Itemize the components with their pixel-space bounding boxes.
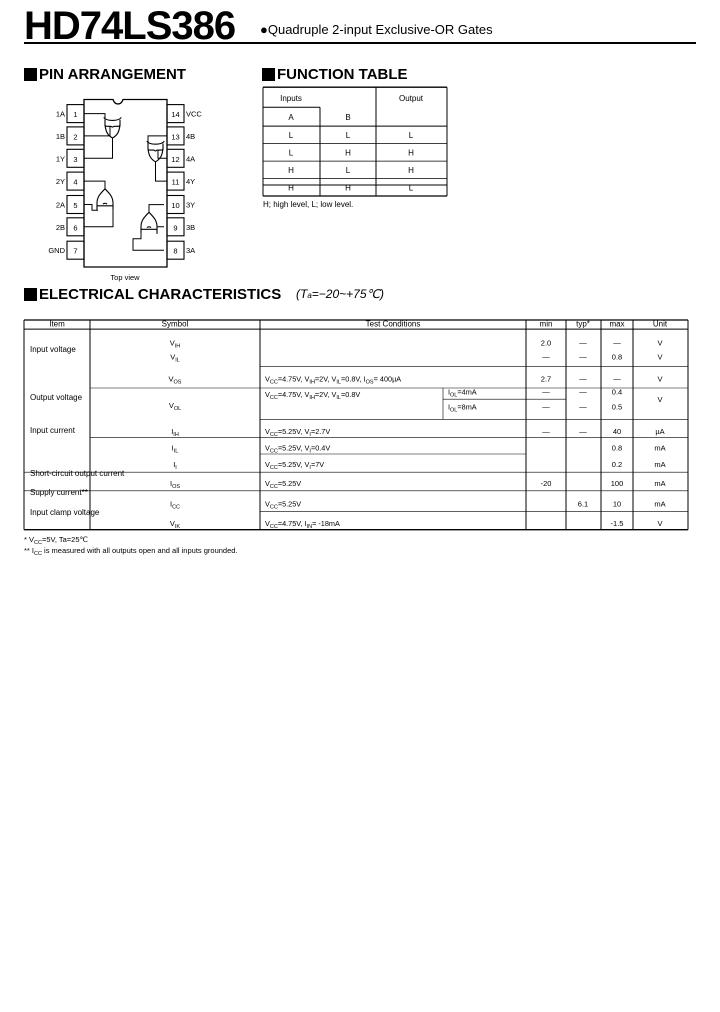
svg-text:Input current: Input current: [30, 426, 76, 435]
svg-text:Short-circuit output current: Short-circuit output current: [30, 469, 125, 478]
svg-text:VCC=5.25V: VCC=5.25V: [265, 479, 301, 490]
svg-text:100: 100: [611, 479, 624, 488]
svg-text:VCC=5.25V: VCC=5.25V: [265, 500, 301, 511]
svg-text:VIH: VIH: [170, 339, 181, 350]
svg-text:40: 40: [613, 427, 621, 436]
svg-text:Input clamp voltage: Input clamp voltage: [30, 508, 100, 517]
svg-text:10: 10: [613, 500, 621, 509]
svg-text:VCC=4.75V, VIH=2V, VIL=0.8V: VCC=4.75V, VIH=2V, VIL=0.8V: [265, 390, 360, 401]
svg-text:Output voltage: Output voltage: [30, 393, 83, 402]
svg-text:Input voltage: Input voltage: [30, 345, 76, 354]
svg-text:-20: -20: [541, 479, 552, 488]
svg-text:V: V: [657, 375, 662, 384]
svg-text:—: —: [542, 427, 550, 436]
svg-text:V: V: [657, 339, 662, 348]
svg-text:2.0: 2.0: [541, 339, 551, 348]
svg-text:mA: mA: [654, 460, 665, 469]
svg-text:VIK: VIK: [170, 519, 181, 530]
svg-text:IOL=8mA: IOL=8mA: [448, 403, 477, 414]
svg-text:—: —: [542, 403, 550, 412]
svg-text:Supply current**: Supply current**: [30, 488, 88, 497]
svg-text:VCC=4.75V, VIH=2V, VIL=0.8V,: VCC=4.75V, VIH=2V, VIL=0.8V, IOS= 400µA: [265, 375, 401, 386]
svg-text:—: —: [579, 339, 587, 348]
svg-text:0.2: 0.2: [612, 460, 622, 469]
svg-text:VOL: VOL: [169, 401, 181, 412]
svg-text:II: II: [173, 460, 177, 471]
svg-text:V: V: [657, 395, 662, 404]
svg-text:* VCC=5V, Ta=25℃: * VCC=5V, Ta=25℃: [24, 535, 89, 546]
svg-text:min: min: [540, 320, 553, 329]
svg-text:6.1: 6.1: [578, 500, 588, 509]
svg-text:VCC=5.25V, VI=0.4V: VCC=5.25V, VI=0.4V: [265, 444, 330, 455]
svg-text:IOL=4mA: IOL=4mA: [448, 388, 477, 399]
svg-text:V: V: [657, 519, 662, 528]
svg-text:Test Conditions: Test Conditions: [366, 320, 421, 329]
svg-text:0.4: 0.4: [612, 388, 622, 397]
svg-text:VCC=4.75V, IIN= -18mA: VCC=4.75V, IIN= -18mA: [265, 519, 340, 530]
svg-text:0.8: 0.8: [612, 353, 622, 362]
svg-text:Item: Item: [49, 320, 65, 329]
svg-text:-1.5: -1.5: [611, 519, 624, 528]
svg-text:IOS: IOS: [170, 479, 180, 490]
svg-text:VOS: VOS: [169, 375, 182, 386]
svg-text:0.5: 0.5: [612, 403, 622, 412]
svg-text:Unit: Unit: [653, 320, 668, 329]
svg-text:mA: mA: [654, 479, 665, 488]
svg-text:—: —: [613, 375, 621, 384]
svg-text:2.7: 2.7: [541, 375, 551, 384]
svg-text:—: —: [579, 388, 587, 397]
svg-text:0.8: 0.8: [612, 444, 622, 453]
svg-text:—: —: [542, 388, 550, 397]
svg-text:—: —: [542, 353, 550, 362]
svg-text:—: —: [579, 375, 587, 384]
svg-text:VIL: VIL: [170, 353, 180, 364]
svg-text:VCC=5.25V, VI=2.7V: VCC=5.25V, VI=2.7V: [265, 427, 330, 438]
svg-text:max: max: [609, 320, 624, 329]
svg-text:—: —: [579, 353, 587, 362]
svg-text:ICC: ICC: [170, 500, 180, 511]
svg-text:typ*: typ*: [576, 320, 590, 329]
svg-text:VCC=5.25V, VI=7V: VCC=5.25V, VI=7V: [265, 460, 324, 471]
svg-text:—: —: [579, 403, 587, 412]
svg-text:IIH: IIH: [171, 427, 179, 438]
svg-text:Symbol: Symbol: [162, 320, 189, 329]
svg-text:mA: mA: [654, 444, 665, 453]
svg-text:—: —: [579, 427, 587, 436]
svg-text:µA: µA: [655, 427, 664, 436]
svg-text:** ICC is measured with all ou: ** ICC is measured with all outputs open…: [24, 546, 238, 557]
svg-text:—: —: [613, 339, 621, 348]
svg-text:mA: mA: [654, 500, 665, 509]
svg-text:IIL: IIL: [172, 444, 179, 455]
svg-text:V: V: [657, 353, 662, 362]
